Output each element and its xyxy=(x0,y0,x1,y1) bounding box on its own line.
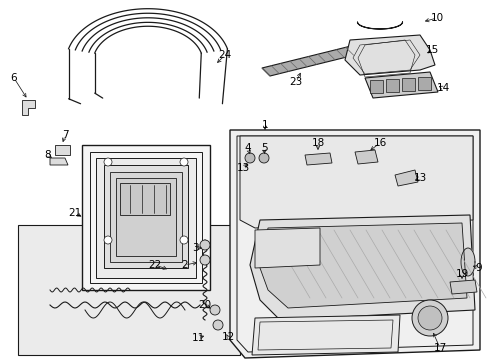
Circle shape xyxy=(180,158,187,166)
Polygon shape xyxy=(345,35,434,75)
Text: 24: 24 xyxy=(218,50,231,60)
Text: 2: 2 xyxy=(182,260,188,270)
Text: 9: 9 xyxy=(475,263,481,273)
Polygon shape xyxy=(249,215,474,320)
FancyBboxPatch shape xyxy=(417,77,429,90)
Circle shape xyxy=(209,305,220,315)
Circle shape xyxy=(180,236,187,244)
Polygon shape xyxy=(229,130,479,358)
Text: 6: 6 xyxy=(11,73,17,83)
Polygon shape xyxy=(120,183,170,215)
Text: 1: 1 xyxy=(261,120,268,130)
Text: 19: 19 xyxy=(454,269,468,279)
Text: 10: 10 xyxy=(429,13,443,23)
Text: 23: 23 xyxy=(289,77,302,87)
Polygon shape xyxy=(116,178,176,256)
Circle shape xyxy=(411,300,447,336)
Text: 3: 3 xyxy=(191,243,198,253)
Polygon shape xyxy=(240,136,472,228)
Polygon shape xyxy=(460,248,474,276)
Text: 12: 12 xyxy=(221,332,234,342)
Circle shape xyxy=(244,153,254,163)
Text: 13: 13 xyxy=(236,163,249,173)
Circle shape xyxy=(213,320,223,330)
Polygon shape xyxy=(262,45,362,76)
Circle shape xyxy=(200,255,209,265)
Polygon shape xyxy=(254,228,319,268)
FancyBboxPatch shape xyxy=(401,77,414,90)
Circle shape xyxy=(259,153,268,163)
Text: 14: 14 xyxy=(435,83,448,93)
Circle shape xyxy=(104,236,112,244)
Circle shape xyxy=(417,306,441,330)
FancyBboxPatch shape xyxy=(385,78,398,91)
Polygon shape xyxy=(251,315,399,355)
Polygon shape xyxy=(55,145,70,155)
Text: 15: 15 xyxy=(425,45,438,55)
Text: 13: 13 xyxy=(412,173,426,183)
Polygon shape xyxy=(110,172,182,262)
Text: 17: 17 xyxy=(432,343,446,353)
Polygon shape xyxy=(237,136,472,352)
Text: 21: 21 xyxy=(68,208,81,218)
Text: 11: 11 xyxy=(191,333,204,343)
FancyBboxPatch shape xyxy=(369,80,382,93)
Text: 5: 5 xyxy=(260,143,267,153)
Polygon shape xyxy=(364,72,437,98)
Polygon shape xyxy=(354,150,377,164)
Polygon shape xyxy=(357,22,402,29)
Polygon shape xyxy=(82,145,209,290)
Polygon shape xyxy=(18,225,240,355)
Polygon shape xyxy=(394,170,417,186)
Text: 8: 8 xyxy=(44,150,51,160)
Polygon shape xyxy=(90,152,202,283)
Polygon shape xyxy=(22,100,35,115)
Text: 16: 16 xyxy=(373,138,386,148)
Text: 4: 4 xyxy=(244,143,251,153)
Polygon shape xyxy=(305,153,331,165)
Circle shape xyxy=(104,158,112,166)
Polygon shape xyxy=(104,165,187,268)
Polygon shape xyxy=(96,158,196,278)
Polygon shape xyxy=(449,280,476,294)
Polygon shape xyxy=(260,223,466,308)
Polygon shape xyxy=(50,158,68,165)
Text: 20: 20 xyxy=(198,300,211,310)
Text: 7: 7 xyxy=(61,130,68,140)
Text: 22: 22 xyxy=(148,260,162,270)
Circle shape xyxy=(200,240,209,250)
Text: 18: 18 xyxy=(311,138,324,148)
